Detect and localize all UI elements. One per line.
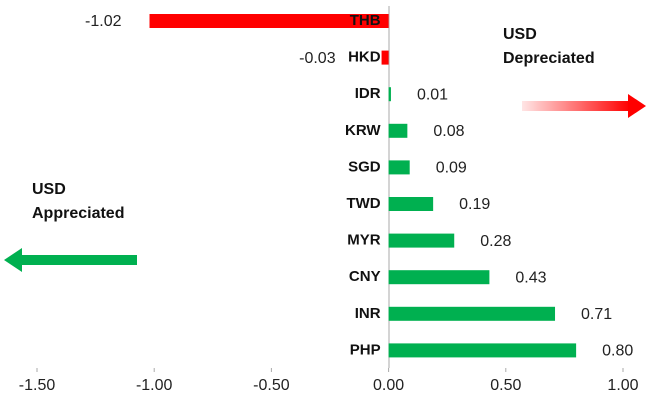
value-label: -1.02: [85, 13, 122, 30]
value-label: 0.71: [581, 306, 612, 323]
bar: [381, 50, 389, 65]
value-label: 0.80: [602, 343, 633, 360]
bar: [388, 233, 455, 248]
bar: [388, 87, 391, 102]
category-label: TWD: [346, 195, 380, 212]
category-label: THB: [350, 12, 381, 29]
value-label: 0.01: [417, 86, 448, 103]
category-label: MYR: [347, 232, 381, 249]
green-arrow: [4, 248, 137, 272]
x-tick-label: -0.50: [253, 377, 290, 394]
annotation: USD: [32, 181, 66, 198]
annotation: Depreciated: [503, 50, 595, 67]
bar: [388, 160, 410, 175]
category-label: SGD: [348, 158, 381, 175]
annotation: Appreciated: [32, 205, 124, 222]
category-label: KRW: [345, 122, 381, 139]
x-tick-label: -1.50: [19, 377, 56, 394]
bar: [388, 270, 490, 285]
x-tick-label: 0.00: [373, 377, 404, 394]
category-label: HKD: [348, 49, 381, 66]
bar: [388, 197, 434, 211]
category-label: PHP: [350, 341, 381, 358]
category-label: IDR: [355, 85, 381, 102]
category-label: INR: [355, 305, 381, 322]
bar: [149, 14, 389, 28]
bar: [388, 123, 408, 138]
x-tick-label: 1.00: [607, 377, 638, 394]
category-label: CNY: [349, 268, 381, 285]
value-label: 0.28: [480, 233, 511, 250]
red-arrow: [522, 94, 646, 118]
annotation: USD: [503, 26, 537, 43]
bar: [388, 306, 556, 321]
value-label: 0.43: [515, 269, 546, 286]
value-label: -0.03: [299, 50, 336, 67]
value-label: 0.19: [459, 196, 490, 213]
value-label: 0.09: [436, 160, 467, 177]
value-label: 0.08: [433, 123, 464, 140]
x-tick-label: -1.00: [136, 377, 173, 394]
bar: [388, 343, 577, 358]
x-tick-label: 0.50: [490, 377, 521, 394]
